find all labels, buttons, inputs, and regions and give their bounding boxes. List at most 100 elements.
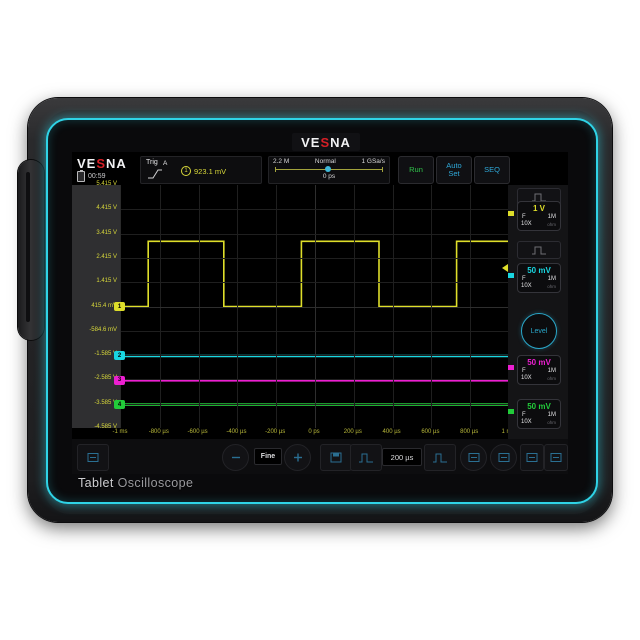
y-axis-label: 5.415 V: [96, 181, 117, 187]
bottom-toolbar: Fine 200 µs: [72, 439, 568, 474]
channel-2-coupling: F: [522, 276, 526, 282]
channel-ground-marker-ch4[interactable]: 4: [114, 400, 125, 410]
grid-line-horizontal: [121, 257, 509, 259]
grid-line-horizontal: [121, 282, 509, 284]
trigger-level-arrow[interactable]: [502, 263, 508, 272]
trigger-label: Trig: [146, 159, 158, 166]
y-axis-label: -3.585 V: [94, 399, 117, 406]
channel-2-impedance-unit: ohm: [547, 284, 556, 289]
channel-ground-marker-ch2[interactable]: 2: [114, 351, 125, 361]
memory-position-slider[interactable]: [275, 166, 383, 172]
wide-pulse-icon: [433, 453, 447, 463]
vertical-increase-button[interactable]: [284, 444, 311, 471]
channel-2-edge-tick: [508, 273, 514, 278]
sidebar-channel-4-box[interactable]: 50 mV F 1M 10X ohm: [517, 399, 561, 429]
minus-circle-icon: [231, 456, 240, 459]
channel-ground-marker-ch3[interactable]: 3: [114, 375, 125, 385]
ch1-pulse-down-button[interactable]: [517, 241, 561, 259]
seq-button[interactable]: SEQ: [474, 156, 510, 184]
trigger-level-knob[interactable]: Level: [521, 313, 557, 349]
channel-1-probe-ratio: 10X: [521, 221, 532, 227]
y-axis-label: 2.415 V: [96, 253, 117, 260]
sidebar-channel-3-box[interactable]: 50 mV F 1M 10X ohm: [517, 355, 561, 385]
channel-3-coupling-row: F 1M: [518, 368, 560, 374]
channel-4-edge-tick: [508, 409, 514, 414]
measure-button[interactable]: [490, 444, 517, 471]
ui-logo: VESNA: [77, 155, 127, 173]
channel-4-impedance-unit: ohm: [547, 420, 556, 425]
x-axis-label: -800 µs: [148, 429, 169, 435]
timebase-value-display[interactable]: 200 µs: [382, 448, 422, 466]
channel-1-impedance: 1M: [547, 214, 556, 220]
channel-1-coupling-row: F 1M: [518, 214, 560, 220]
channel-4-scale-value: 50 mV: [527, 402, 551, 411]
sidebar-channel-1-box[interactable]: 1 V F 1M 10X ohm: [517, 201, 561, 231]
channel-3-impedance-unit: ohm: [547, 376, 556, 381]
channel-3-scale-value: 50 mV: [527, 358, 551, 367]
y-axis: 5.415 V 4.415 V 3.415 V 2.415 V 1.415 V 415.4…: [72, 181, 120, 430]
autoset-line2: Set: [448, 169, 460, 178]
grid-line-horizontal: [121, 306, 509, 308]
cursor-tool-button[interactable]: [77, 444, 109, 471]
x-axis-label: -400 µs: [226, 429, 247, 435]
ui-logo-ve: VE: [77, 156, 97, 171]
product-name: Tablet Oscilloscope: [78, 476, 193, 490]
rising-edge-icon: [148, 169, 162, 179]
channel-3-impedance: 1M: [547, 368, 556, 374]
timebase-increase-button[interactable]: [424, 444, 456, 471]
autoset-button[interactable]: Auto Set: [436, 156, 472, 184]
grid-line-horizontal: [121, 403, 509, 405]
channel-3-coupling: F: [522, 368, 526, 374]
waveform-plot[interactable]: [120, 185, 509, 428]
product-name-dim: Oscilloscope: [117, 476, 194, 490]
channel-4-impedance: 1M: [547, 412, 556, 418]
x-axis-label: 200 µs: [343, 429, 362, 435]
vertical-decrease-button[interactable]: [222, 444, 249, 471]
slider-knob[interactable]: [325, 166, 331, 172]
acquisition-panel[interactable]: 2.2 M Normal 1 GSa/s 0 ps: [268, 156, 390, 184]
utility-button[interactable]: [544, 444, 568, 471]
y-axis-label: 4.415 V: [96, 205, 117, 212]
fine-toggle-button[interactable]: Fine: [254, 448, 282, 465]
trigger-level-readout: 1 923.1 mV: [181, 166, 226, 176]
grid-line-horizontal: [121, 209, 509, 211]
trigger-panel[interactable]: Trig A 1 923.1 mV: [140, 156, 262, 184]
run-button[interactable]: Run: [398, 156, 434, 184]
battery-time: 00:59: [88, 173, 106, 180]
acquisition-row: 2.2 M Normal 1 GSa/s: [269, 158, 389, 165]
trigger-source: A: [163, 160, 168, 167]
channel-1-coupling: F: [522, 214, 526, 220]
utility-icon: [550, 453, 562, 462]
x-axis-label: -1 ms: [112, 429, 128, 435]
save-screenshot-button[interactable]: [320, 444, 352, 471]
zoom-percent-button[interactable]: [460, 444, 487, 471]
math-button[interactable]: [520, 444, 544, 471]
wide-pulse-icon: [532, 193, 546, 201]
x-axis-label: 600 µs: [421, 429, 440, 435]
channel-4-coupling: F: [522, 412, 526, 418]
timebase-decrease-button[interactable]: [350, 444, 382, 471]
channel-2-scale-value: 50 mV: [527, 266, 551, 275]
x-axis-label: 0 ps: [308, 429, 320, 435]
y-axis-label: -4.585 V: [94, 424, 117, 430]
battery-indicator: 00:59: [77, 169, 106, 182]
sidebar-channel-2-box[interactable]: 50 mV F 1M 10X ohm: [517, 263, 561, 293]
logo-part-na: NA: [330, 134, 351, 150]
channel-2-coupling-row: F 1M: [518, 276, 560, 282]
grid-line-horizontal: [121, 330, 509, 332]
horizontal-position: 0 ps: [322, 173, 336, 180]
level-knob-label: Level: [530, 327, 548, 335]
math-icon: [526, 453, 538, 462]
channel-sidebar: Level 1 V F 1M 10X ohm 50 mV F 1M 10X ohm 50 mV F 1M…: [508, 185, 568, 439]
save-icon: [330, 452, 342, 463]
battery-icon: [77, 169, 85, 182]
channel-4-coupling-row: F 1M: [518, 412, 560, 418]
x-axis: -1 ms -800 µs -600 µs -400 µs -200 µs 0 ps 200…: [113, 428, 515, 439]
grid-line-horizontal: [121, 233, 509, 235]
y-axis-label: -1.585 V: [94, 351, 117, 358]
channel-ground-marker-ch1[interactable]: 1: [114, 302, 125, 311]
waveform-trace-ch1: [121, 240, 509, 308]
ui-logo-na: NA: [106, 156, 127, 171]
status-bar: VESNA 00:59 Trig A 1 923.1 mV: [72, 152, 568, 185]
